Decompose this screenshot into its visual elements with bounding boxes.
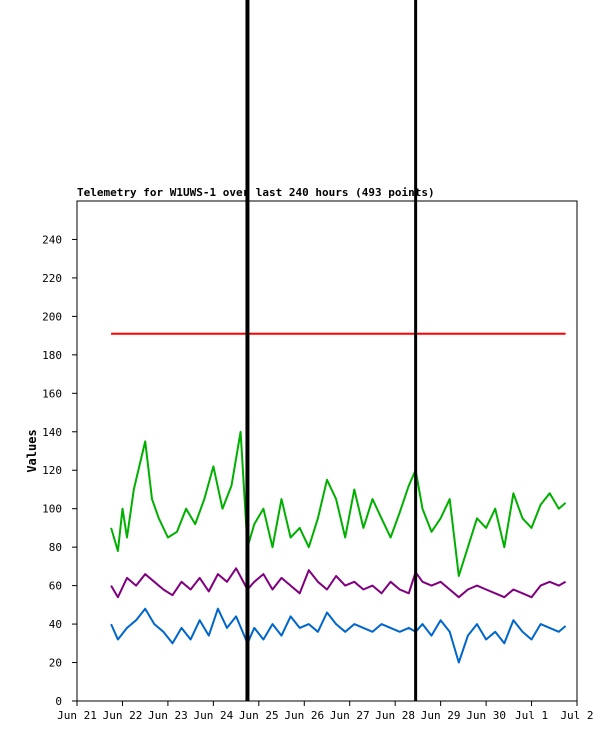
y-tick-label: 180 (42, 349, 62, 362)
y-tick-label: 20 (49, 657, 62, 670)
y-tick-label: 100 (42, 503, 62, 516)
x-tick-label: Jun 24 (193, 709, 233, 722)
series-line-1 (110, 430, 567, 577)
x-tick-label: Jun 21 (57, 709, 97, 722)
y-tick-label: 240 (42, 233, 62, 246)
y-tick-label: 160 (42, 387, 62, 400)
x-tick-label: Jun 29 (421, 709, 461, 722)
vertical-line-layer (245, 0, 418, 701)
y-tick-label: 60 (49, 580, 62, 593)
x-tick-label: Jun 30 (466, 709, 506, 722)
x-tick-label: Jul 1 (515, 709, 548, 722)
x-tick-label: Jun 22 (103, 709, 143, 722)
plot-area (76, 200, 578, 702)
x-tick-label: Jun 25 (239, 709, 279, 722)
y-tick-label: 140 (42, 426, 62, 439)
x-tick-label: Jun 23 (148, 709, 188, 722)
y-tick-label: 120 (42, 464, 62, 477)
y-tick-label: 200 (42, 310, 62, 323)
series-line-2 (110, 567, 567, 599)
series-line-3 (110, 607, 567, 664)
chart-title: Telemetry for W1UWS-1 over last 240 hour… (77, 186, 435, 199)
x-tick-label: Jun 28 (375, 709, 415, 722)
y-axis-label: Values (25, 429, 39, 472)
y-tick-label: 220 (42, 272, 62, 285)
x-tick-label: Jun 27 (330, 709, 370, 722)
y-tick-label: 40 (49, 618, 62, 631)
series-layer (110, 332, 567, 664)
x-tick-label: Jun 26 (284, 709, 324, 722)
x-tick-label: Jul 2 (560, 709, 593, 722)
y-tick-label: 80 (49, 541, 62, 554)
y-axis: 0 20 40 60 80 100 120 140 160 180 200 220 240 (42, 233, 77, 708)
x-axis: Jun 21 Jun 22 Jun 23 Jun 24 Jun 25 Jun 26 Jun … (57, 701, 594, 722)
y-tick-label: 0 (55, 695, 62, 708)
